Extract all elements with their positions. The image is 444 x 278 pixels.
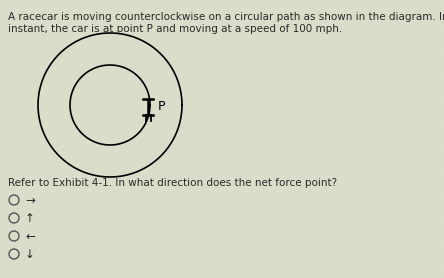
Text: instant, the car is at point P and moving at a speed of 100 mph.: instant, the car is at point P and movin…	[8, 24, 342, 34]
Text: →: →	[25, 193, 35, 207]
Text: ↓: ↓	[25, 247, 35, 260]
Text: Refer to Exhibit 4-1. In what direction does the net force point?: Refer to Exhibit 4-1. In what direction …	[8, 178, 337, 188]
Text: P: P	[158, 101, 166, 113]
Text: ←: ←	[25, 230, 35, 242]
Text: ↑: ↑	[25, 212, 35, 225]
Text: A racecar is moving counterclockwise on a circular path as shown in the diagram.: A racecar is moving counterclockwise on …	[8, 12, 444, 22]
